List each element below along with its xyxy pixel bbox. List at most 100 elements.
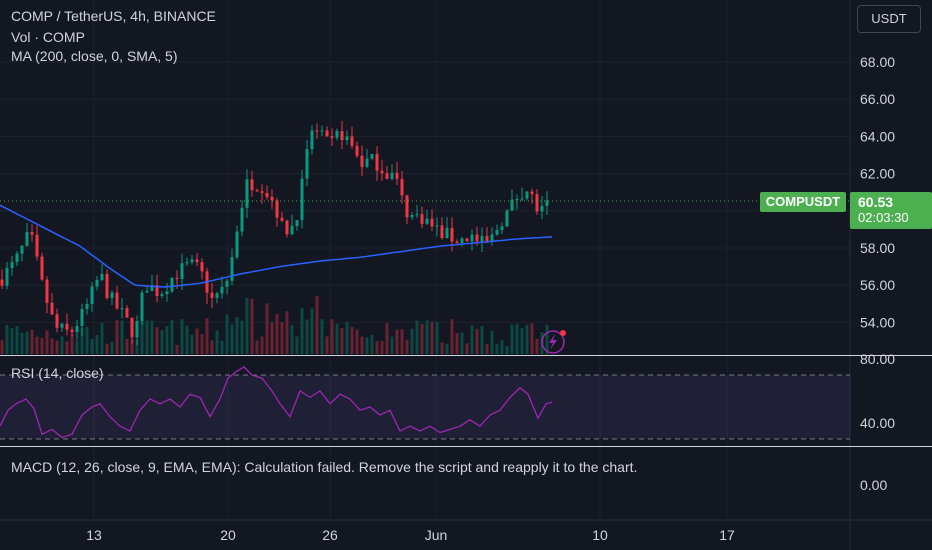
- candle-body: [355, 145, 359, 156]
- candle-body: [10, 261, 14, 268]
- candle-body: [380, 170, 384, 174]
- candle-body: [310, 130, 314, 150]
- pane-divider[interactable]: [0, 446, 932, 447]
- volume-bar: [160, 330, 164, 354]
- volume-bar: [310, 308, 314, 354]
- candle-body: [425, 218, 429, 224]
- last-price-badge: 60.53 02:03:30: [850, 192, 932, 229]
- volume-bar: [210, 340, 214, 354]
- candle-body: [210, 292, 214, 298]
- volume-bar: [95, 335, 99, 354]
- volume-bar: [520, 328, 524, 354]
- volume-bar: [130, 339, 134, 354]
- candle-body: [195, 259, 199, 263]
- candle-body: [80, 308, 84, 326]
- currency-button[interactable]: USDT: [857, 5, 921, 33]
- candle-body: [180, 263, 184, 279]
- candle-body: [75, 325, 79, 333]
- volume-bar: [280, 322, 284, 354]
- volume-bar: [5, 324, 9, 354]
- volume-bar: [510, 324, 514, 354]
- volume-bar: [200, 334, 204, 354]
- volume-bar: [265, 303, 269, 354]
- volume-bar: [55, 340, 59, 354]
- candle-body: [165, 291, 169, 295]
- volume-bar: [385, 323, 389, 354]
- volume-bar: [235, 317, 239, 354]
- volume-bar: [395, 329, 399, 354]
- candle-body: [40, 256, 44, 280]
- volume-bar: [205, 318, 209, 354]
- volume-bar: [400, 329, 404, 354]
- candle-body: [200, 262, 204, 272]
- candle-body: [370, 153, 374, 159]
- rsi-legend: RSI (14, close): [11, 365, 104, 381]
- volume-bar: [135, 339, 139, 354]
- candle-body: [450, 227, 454, 242]
- volume-bar: [300, 308, 304, 354]
- volume-bar: [500, 340, 504, 354]
- volume-bar: [435, 321, 439, 354]
- candle-body: [415, 214, 419, 216]
- pane-divider[interactable]: [0, 355, 932, 356]
- volume-bar: [0, 340, 4, 354]
- volume-bar: [355, 329, 359, 354]
- volume-bar: [335, 323, 339, 354]
- candle-body: [305, 149, 309, 179]
- candle-body: [85, 304, 89, 309]
- candle-body: [170, 277, 174, 292]
- candle-body: [220, 286, 224, 294]
- volume-bar: [465, 343, 469, 354]
- volume-bar: [45, 330, 49, 354]
- candle-body: [35, 234, 39, 257]
- candle-body: [515, 198, 519, 200]
- candle-body: [530, 191, 534, 195]
- volume-bar: [175, 344, 179, 354]
- candle-body: [430, 218, 434, 227]
- symbol-price-label: COMPUSDT: [760, 192, 846, 212]
- volume-bar: [455, 332, 459, 354]
- volume-bar: [495, 344, 499, 354]
- candle-body: [490, 234, 494, 242]
- candle-body: [235, 231, 239, 258]
- volume-bar: [190, 334, 194, 354]
- volume-bar: [120, 320, 124, 354]
- candle-body: [375, 153, 379, 171]
- candle-body: [470, 234, 474, 242]
- volume-bar: [525, 324, 529, 354]
- candle-body: [15, 253, 19, 262]
- volume-bar: [375, 341, 379, 354]
- candle-body: [480, 236, 484, 242]
- candle-body: [30, 232, 34, 235]
- candle-body: [535, 194, 539, 212]
- candle-body: [545, 200, 549, 206]
- volume-bar: [415, 320, 419, 354]
- volume-bar: [405, 339, 409, 354]
- volume-bar: [270, 322, 274, 354]
- volume-bar: [545, 324, 549, 354]
- candle-body: [280, 217, 284, 221]
- candle-body: [460, 238, 464, 244]
- candle-body: [510, 199, 514, 211]
- candle-body: [215, 293, 219, 298]
- macd-error-message: MACD (12, 26, close, 9, EMA, EMA): Calcu…: [11, 459, 638, 475]
- candle-body: [300, 178, 304, 221]
- candle-body: [70, 329, 74, 333]
- volume-bar: [390, 336, 394, 354]
- candle-body: [45, 279, 49, 303]
- volume-bar: [140, 320, 144, 354]
- volume-bar: [470, 325, 474, 354]
- time-axis-label: 13: [86, 527, 102, 543]
- candle-body: [435, 225, 439, 227]
- time-axis-label: 17: [719, 527, 735, 543]
- volume-bar: [330, 319, 334, 354]
- candle-body: [105, 273, 109, 299]
- candle-body: [155, 285, 159, 297]
- candle-body: [190, 259, 194, 263]
- volume-bar: [125, 339, 129, 354]
- candle-body: [360, 155, 364, 167]
- rsi-axis-label: 40.00: [860, 415, 895, 431]
- candle-body: [285, 220, 289, 235]
- candle-body: [90, 286, 94, 305]
